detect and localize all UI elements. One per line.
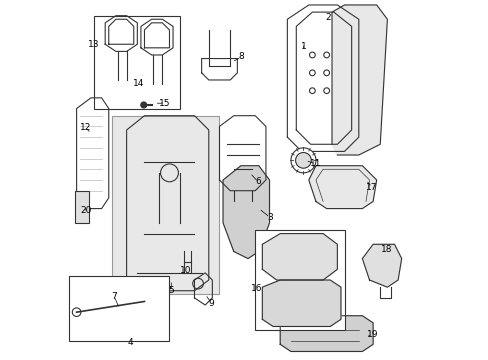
Text: 10: 10 [180, 266, 191, 275]
Text: 14: 14 [133, 79, 144, 88]
Text: 18: 18 [380, 245, 391, 254]
Text: 3: 3 [267, 213, 272, 222]
Circle shape [141, 102, 146, 108]
Text: 1: 1 [300, 41, 305, 50]
Text: 8: 8 [238, 52, 244, 61]
Polygon shape [262, 280, 340, 327]
Text: 19: 19 [366, 330, 377, 339]
Polygon shape [280, 316, 372, 351]
Text: 20: 20 [80, 206, 91, 215]
Bar [112, 116, 219, 294]
Text: 17: 17 [366, 183, 377, 192]
Polygon shape [362, 244, 401, 287]
Text: 13: 13 [88, 40, 99, 49]
Text: 5: 5 [168, 286, 174, 295]
Polygon shape [308, 166, 376, 208]
Text: 7: 7 [111, 292, 117, 301]
Text: 15: 15 [159, 99, 171, 108]
Polygon shape [331, 5, 386, 155]
Bar [69, 276, 169, 341]
Text: 4: 4 [127, 338, 133, 347]
Text: 16: 16 [251, 284, 262, 293]
Polygon shape [262, 234, 337, 280]
Text: 12: 12 [80, 123, 91, 132]
Polygon shape [223, 166, 269, 258]
Circle shape [290, 148, 315, 173]
Text: 2: 2 [325, 13, 330, 22]
Bar [75, 191, 89, 223]
Bar [94, 16, 180, 109]
Circle shape [295, 153, 311, 168]
Bar [255, 230, 344, 330]
Text: 9: 9 [208, 299, 214, 308]
Text: 11: 11 [309, 159, 321, 168]
Text: 6: 6 [255, 177, 261, 186]
